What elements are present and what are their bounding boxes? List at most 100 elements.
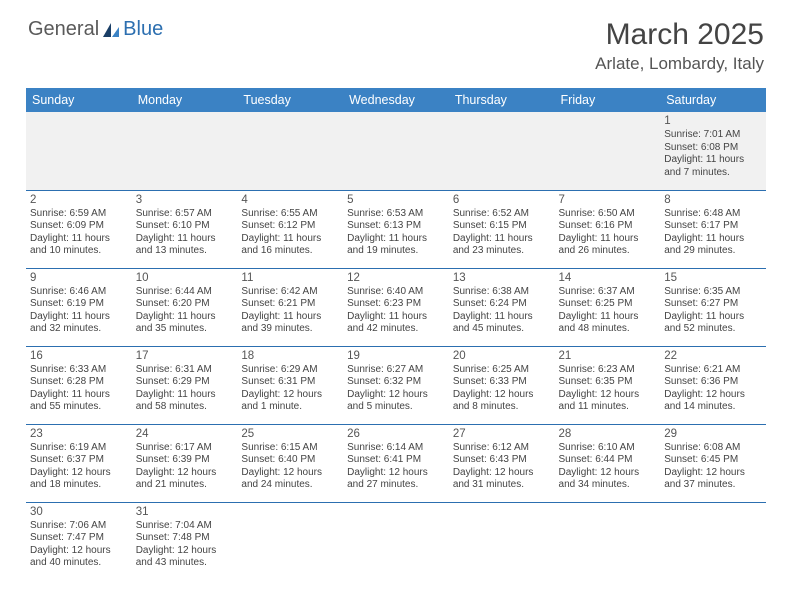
day-number: 28 [559,427,657,441]
daylight-text: Daylight: 11 hours and 7 minutes. [664,154,762,179]
day-header: Thursday [449,88,555,112]
sunrise-text: Sunrise: 6:29 AM [241,364,339,377]
sunrise-text: Sunrise: 6:27 AM [347,364,445,377]
calendar-cell-empty [555,502,661,580]
sunrise-text: Sunrise: 6:08 AM [664,442,762,455]
calendar-cell: 1Sunrise: 7:01 AMSunset: 6:08 PMDaylight… [660,112,766,190]
sunrise-text: Sunrise: 7:01 AM [664,129,762,142]
day-number: 7 [559,193,657,207]
sunset-text: Sunset: 6:44 PM [559,454,657,467]
sunset-text: Sunset: 6:27 PM [664,298,762,311]
sunset-text: Sunset: 6:37 PM [30,454,128,467]
day-header: Tuesday [237,88,343,112]
calendar-cell: 25Sunrise: 6:15 AMSunset: 6:40 PMDayligh… [237,424,343,502]
day-number: 12 [347,271,445,285]
sunrise-text: Sunrise: 6:23 AM [559,364,657,377]
sunset-text: Sunset: 6:41 PM [347,454,445,467]
daylight-text: Daylight: 11 hours and 23 minutes. [453,233,551,258]
sunset-text: Sunset: 6:10 PM [136,220,234,233]
calendar-cell: 6Sunrise: 6:52 AMSunset: 6:15 PMDaylight… [449,190,555,268]
calendar-cell-empty [660,502,766,580]
sunrise-text: Sunrise: 6:57 AM [136,208,234,221]
sunset-text: Sunset: 6:29 PM [136,376,234,389]
sunset-text: Sunset: 6:12 PM [241,220,339,233]
day-number: 4 [241,193,339,207]
calendar-row: 9Sunrise: 6:46 AMSunset: 6:19 PMDaylight… [26,268,766,346]
daylight-text: Daylight: 11 hours and 55 minutes. [30,389,128,414]
day-number: 2 [30,193,128,207]
daylight-text: Daylight: 11 hours and 13 minutes. [136,233,234,258]
sunset-text: Sunset: 6:17 PM [664,220,762,233]
daylight-text: Daylight: 12 hours and 40 minutes. [30,545,128,570]
daylight-text: Daylight: 11 hours and 58 minutes. [136,389,234,414]
calendar-cell: 13Sunrise: 6:38 AMSunset: 6:24 PMDayligh… [449,268,555,346]
sunrise-text: Sunrise: 6:40 AM [347,286,445,299]
sunset-text: Sunset: 6:33 PM [453,376,551,389]
daylight-text: Daylight: 11 hours and 45 minutes. [453,311,551,336]
day-number: 23 [30,427,128,441]
sunrise-text: Sunrise: 6:52 AM [453,208,551,221]
sunrise-text: Sunrise: 6:33 AM [30,364,128,377]
day-number: 21 [559,349,657,363]
sunset-text: Sunset: 6:45 PM [664,454,762,467]
day-header: Monday [132,88,238,112]
sunrise-text: Sunrise: 6:53 AM [347,208,445,221]
calendar-cell-empty [449,112,555,190]
daylight-text: Daylight: 11 hours and 32 minutes. [30,311,128,336]
sunrise-text: Sunrise: 6:21 AM [664,364,762,377]
day-number: 15 [664,271,762,285]
daylight-text: Daylight: 11 hours and 10 minutes. [30,233,128,258]
sunset-text: Sunset: 6:16 PM [559,220,657,233]
day-number: 26 [347,427,445,441]
sunset-text: Sunset: 6:20 PM [136,298,234,311]
calendar-cell-empty [237,112,343,190]
calendar-cell: 31Sunrise: 7:04 AMSunset: 7:48 PMDayligh… [132,502,238,580]
calendar-row: 16Sunrise: 6:33 AMSunset: 6:28 PMDayligh… [26,346,766,424]
day-header: Saturday [660,88,766,112]
sunrise-text: Sunrise: 6:42 AM [241,286,339,299]
day-number: 20 [453,349,551,363]
day-number: 29 [664,427,762,441]
day-header: Wednesday [343,88,449,112]
day-header: Friday [555,88,661,112]
logo-sail-icon [101,21,121,39]
calendar-cell-empty [343,112,449,190]
calendar-body: 1Sunrise: 7:01 AMSunset: 6:08 PMDaylight… [26,112,766,580]
sunrise-text: Sunrise: 6:59 AM [30,208,128,221]
sunset-text: Sunset: 6:23 PM [347,298,445,311]
sunset-text: Sunset: 6:13 PM [347,220,445,233]
logo: General Blue [28,18,163,41]
sunset-text: Sunset: 6:15 PM [453,220,551,233]
calendar-row: 1Sunrise: 7:01 AMSunset: 6:08 PMDaylight… [26,112,766,190]
daylight-text: Daylight: 12 hours and 27 minutes. [347,467,445,492]
sunset-text: Sunset: 6:09 PM [30,220,128,233]
sunset-text: Sunset: 6:25 PM [559,298,657,311]
day-number: 10 [136,271,234,285]
daylight-text: Daylight: 12 hours and 14 minutes. [664,389,762,414]
day-number: 14 [559,271,657,285]
sunrise-text: Sunrise: 6:10 AM [559,442,657,455]
day-header: Sunday [26,88,132,112]
calendar-row: 2Sunrise: 6:59 AMSunset: 6:09 PMDaylight… [26,190,766,268]
calendar-cell: 17Sunrise: 6:31 AMSunset: 6:29 PMDayligh… [132,346,238,424]
calendar-cell: 3Sunrise: 6:57 AMSunset: 6:10 PMDaylight… [132,190,238,268]
sunset-text: Sunset: 6:43 PM [453,454,551,467]
day-number: 17 [136,349,234,363]
logo-text-2: Blue [123,18,163,41]
calendar-cell: 26Sunrise: 6:14 AMSunset: 6:41 PMDayligh… [343,424,449,502]
sunset-text: Sunset: 6:28 PM [30,376,128,389]
calendar-cell-empty [132,112,238,190]
calendar-table: SundayMondayTuesdayWednesdayThursdayFrid… [26,88,766,580]
calendar-row: 23Sunrise: 6:19 AMSunset: 6:37 PMDayligh… [26,424,766,502]
day-number: 5 [347,193,445,207]
title-block: March 2025 Arlate, Lombardy, Italy [595,18,764,74]
day-number: 19 [347,349,445,363]
sunset-text: Sunset: 6:39 PM [136,454,234,467]
day-number: 27 [453,427,551,441]
daylight-text: Daylight: 11 hours and 39 minutes. [241,311,339,336]
sunrise-text: Sunrise: 6:37 AM [559,286,657,299]
daylight-text: Daylight: 11 hours and 42 minutes. [347,311,445,336]
sunrise-text: Sunrise: 6:15 AM [241,442,339,455]
day-number: 25 [241,427,339,441]
day-number: 31 [136,505,234,519]
